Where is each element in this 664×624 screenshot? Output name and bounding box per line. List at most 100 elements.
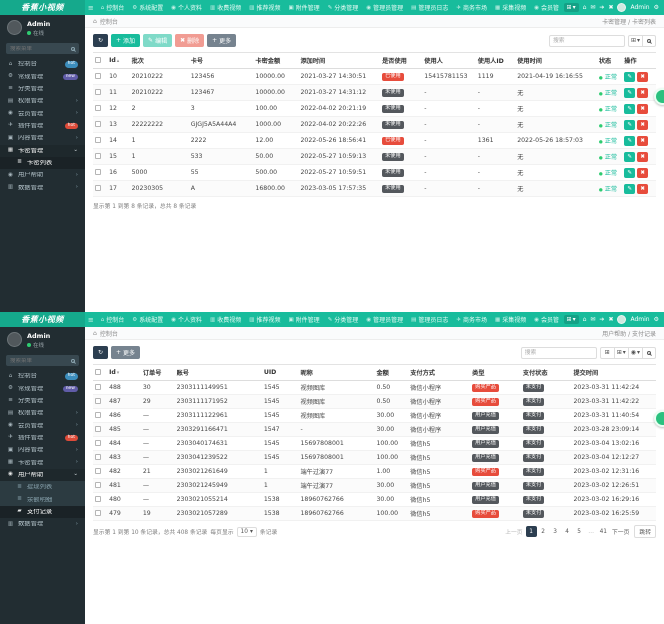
column-header[interactable]: Id▾ [107,364,141,381]
search-button[interactable] [642,35,655,46]
top-menu-item[interactable]: ▥ 推荐视频 [249,4,281,13]
row-delete-button[interactable] [637,103,649,114]
breadcrumb[interactable]: 控制台 [99,18,118,26]
page-button[interactable]: 5 [577,528,581,535]
sidebar-menu-item[interactable]: ▤ 权限管理 › [7,97,78,105]
page-button[interactable]: 41 [599,528,607,535]
top-menu-item[interactable]: ▤ 管理员日志 [411,4,449,13]
column-header[interactable]: 账号 [174,364,262,381]
row-edit-button[interactable] [624,167,636,178]
table-row[interactable]: 17 20230305 A 16800.00 2023-03-05 17:57:… [93,180,656,197]
column-header[interactable]: 提交时间 [571,364,656,381]
top-menu-item[interactable]: ◉ 管理员管理 [366,4,404,13]
table-row[interactable]: 479 19 2303021057289 1538 18960762766 10… [93,506,656,521]
row-delete-button[interactable] [637,87,649,98]
export-button[interactable]: ⊞ [604,349,610,356]
row-edit-button[interactable] [624,71,636,82]
floating-help-bubble[interactable] [654,410,664,427]
sidebar-search-input[interactable] [10,357,69,364]
top-menu-item[interactable]: ▥ 推荐视频 [249,316,281,325]
search-button[interactable] [642,347,655,358]
top-menu-item[interactable]: ▤ 管理员日志 [411,316,449,325]
top-menu-item[interactable]: ▣ 附件管理 [288,316,320,325]
sidebar-menu-item[interactable]: ≡ 分类管理 [8,397,44,404]
sidebar-menu-item[interactable]: ≣ 卡密列表 [0,156,85,170]
row-checkbox[interactable] [95,73,101,79]
row-checkbox[interactable] [95,89,101,95]
page-button[interactable]: 4 [565,528,569,535]
table-row[interactable]: 12 2 3 100.00 2022-04-02 20:21:19 未使用 - … [93,100,656,117]
column-header[interactable]: 类型 [470,364,521,381]
row-checkbox[interactable] [95,454,101,460]
top-menu-item[interactable]: ⚙ 系统配置 [132,316,164,325]
row-checkbox[interactable] [95,185,101,191]
more-button[interactable]: 更多 [111,346,141,359]
row-checkbox[interactable] [95,496,101,502]
column-header[interactable]: 操作 [622,52,656,69]
sidebar-menu-item[interactable]: ◉ 会员管理 › [8,109,78,117]
select-all-checkbox[interactable] [95,57,101,63]
sidebar-menu-item[interactable]: ▤ 权限管理 › [7,409,78,417]
sidebar-menu-item[interactable]: ≡ 分类管理 [8,85,44,92]
avatar[interactable] [7,332,22,347]
sidebar-menu-item[interactable]: ▥ 数据管理 › [7,520,78,528]
table-row[interactable]: 481 — 2303021245949 1 端午过演77 30.00 微信h5 … [93,478,656,493]
delete-button[interactable]: 删除 [175,34,205,47]
top-menu-item[interactable]: ▥ 收费视频 [210,316,242,325]
top-menu-item[interactable]: ◉ 个人资料 [171,316,203,325]
top-menu-item[interactable]: ⌂ 控制台 [100,4,125,13]
table-search-input[interactable] [548,34,625,47]
row-checkbox[interactable] [95,412,101,418]
columns-dropdown[interactable]: ⊞ ▾ [613,347,628,358]
page-button[interactable]: 3 [553,528,557,535]
top-menu-item[interactable]: ✈ 商务市场 [456,316,487,325]
table-row[interactable]: 488 30 2303111149951 1545 视频图库 0.50 微信小程… [93,380,656,395]
avatar[interactable] [617,3,627,12]
mail-icon[interactable]: ✉ [590,4,596,11]
row-checkbox[interactable] [95,426,101,432]
table-row[interactable]: 14 1 2222 12.00 2022-05-26 18:56:41 已使用 … [93,132,656,149]
sidebar-menu-item[interactable]: ≣ 提现列表 [0,481,85,494]
sidebar-menu-item[interactable]: ▦ 卡密管理 › [7,459,78,466]
user-name[interactable]: Admin [630,4,650,11]
top-menu-item[interactable]: ▦ 采集视频 [494,316,527,325]
row-edit-button[interactable] [624,87,636,98]
top-menu-item[interactable]: ▣ 附件管理 [288,4,320,13]
column-header[interactable]: 添加时间 [298,52,381,69]
page-button[interactable]: 2 [541,528,545,535]
sidebar-menu-item[interactable]: ⚙ 常规管理 new [0,71,85,84]
sidebar-menu-item[interactable]: ≣ 余额明细 [0,493,85,506]
page-button[interactable]: … [588,528,594,535]
column-header[interactable]: 是否使用 [380,52,423,69]
column-header[interactable]: 使用时间 [515,52,597,69]
refresh-button[interactable] [93,346,108,359]
table-search-input[interactable] [520,346,597,359]
sidebar-toggle-icon[interactable]: ≡ [87,3,94,12]
row-delete-button[interactable] [637,183,649,194]
sidebar-menu-item[interactable]: ✈ 插件管理 hot [0,432,85,445]
sidebar-menu-item[interactable]: ⌂ 控制台 hot [0,58,85,71]
sidebar-menu-item[interactable]: ▣ 内容管理 › [7,446,78,454]
more-button[interactable]: 更多 [207,34,237,47]
table-row[interactable]: 480 — 2303021055214 1538 18960762766 30.… [93,492,656,507]
top-menu-item[interactable]: ⌂ 控制台 [100,316,125,325]
row-delete-button[interactable] [637,135,649,146]
top-menu-item[interactable]: ◉ 会员管理 [534,4,559,13]
column-header[interactable]: 订单号 [140,364,175,381]
select-all-checkbox[interactable] [95,369,101,375]
sidebar-menu-item[interactable]: ◉ 用户帮助 › [8,171,78,179]
send-icon[interactable]: ➔ [599,316,605,323]
table-row[interactable]: 482 21 2303021261649 1 端午过演77 1.00 微信h5 … [93,464,656,479]
top-menu-item[interactable]: ◉ 管理员管理 [366,316,404,325]
avatar[interactable] [7,20,22,35]
apps-dropdown[interactable]: ⊞ ▾ [563,3,579,12]
row-edit-button[interactable] [624,103,636,114]
table-row[interactable]: 11 20210222 123467 10000.00 2021-03-27 1… [93,84,656,101]
top-menu-item[interactable]: ⚙ 系统配置 [132,4,164,13]
row-edit-button[interactable] [624,135,636,146]
row-edit-button[interactable] [624,151,636,162]
row-edit-button[interactable] [624,183,636,194]
row-checkbox[interactable] [95,510,101,516]
page-button[interactable]: 上一页 [505,530,523,536]
column-header[interactable]: 支付方式 [408,364,471,381]
